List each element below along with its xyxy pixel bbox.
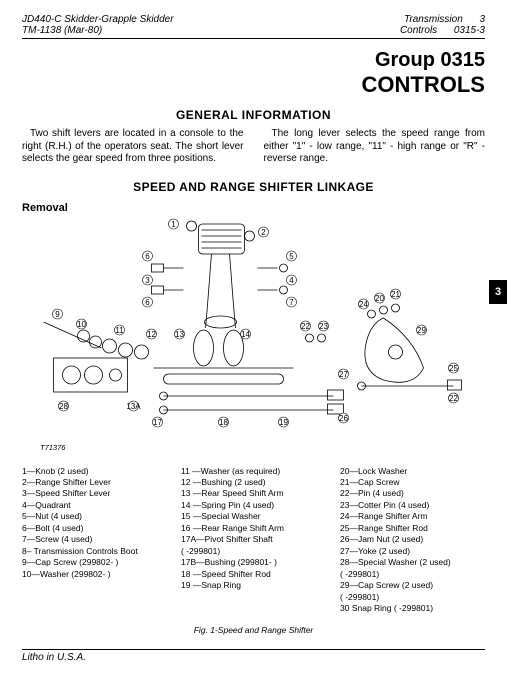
section-title: SPEED AND RANGE SHIFTER LINKAGE <box>22 180 485 194</box>
legend-item: 6—Bolt (4 used) <box>22 523 167 534</box>
legend-item: 10—Washer (299802- ) <box>22 569 167 580</box>
header-section: Transmission <box>404 14 463 25</box>
svg-text:7: 7 <box>289 298 294 307</box>
legend-item: 7—Screw (4 used) <box>22 534 167 545</box>
svg-text:27: 27 <box>339 370 348 379</box>
legend-item: 18 —Speed Shifter Rod <box>181 569 326 580</box>
svg-text:6: 6 <box>145 252 150 261</box>
legend-item: 29—Cap Screw (2 used) <box>340 580 485 591</box>
group-title: CONTROLS <box>22 72 485 98</box>
svg-text:13A: 13A <box>126 402 141 411</box>
legend-item: 1—Knob (2 used) <box>22 466 167 477</box>
svg-text:19: 19 <box>279 418 288 427</box>
legend-item: 2—Range Shifter Lever <box>22 477 167 488</box>
legend-item: 23—Cotter Pin (4 used) <box>340 500 485 511</box>
legend-item: 17B—Bushing (299801- ) <box>181 557 326 568</box>
legend-item: 21—Cap Screw <box>340 477 485 488</box>
legend-item: 13 —Rear Speed Shift Arm <box>181 488 326 499</box>
legend-item: 19 —Snap Ring <box>181 580 326 591</box>
svg-text:22: 22 <box>301 322 310 331</box>
svg-text:9: 9 <box>55 310 60 319</box>
general-info-title: GENERAL INFORMATION <box>22 108 485 122</box>
legend-item: 15 —Special Washer <box>181 511 326 522</box>
diagram-svg: 12 65 34 67 910 1112 1314 2223 2420 2129… <box>22 218 485 458</box>
plate-number: T71376 <box>40 443 65 452</box>
svg-text:23: 23 <box>319 322 328 331</box>
legend-item: 22—Pin (4 used) <box>340 488 485 499</box>
svg-text:18: 18 <box>219 418 228 427</box>
removal-heading: Removal <box>22 202 485 214</box>
legend-item: 3—Speed Shifter Lever <box>22 488 167 499</box>
footer-text: Litho in U.S.A. <box>22 652 485 663</box>
svg-text:13: 13 <box>175 330 184 339</box>
legend-item: 26—Jam Nut (2 used) <box>340 534 485 545</box>
svg-text:3: 3 <box>145 276 150 285</box>
svg-text:6: 6 <box>145 298 150 307</box>
svg-text:25: 25 <box>449 364 458 373</box>
exploded-diagram: 3 <box>22 218 485 458</box>
section-tab: 3 <box>489 280 507 304</box>
footer-rule <box>22 649 485 650</box>
legend-item: 14 —Spring Pin (4 used) <box>181 500 326 511</box>
intro-left: Two shift levers are located in a consol… <box>22 128 244 166</box>
header-subsection: Controls <box>400 25 437 36</box>
legend-item: 28—Special Washer (2 used) <box>340 557 485 568</box>
legend-item: ( -299801) <box>340 592 485 603</box>
svg-text:21: 21 <box>391 290 400 299</box>
header-pagenum: 3 <box>479 14 485 25</box>
svg-text:12: 12 <box>147 330 156 339</box>
legend-item: 9—Cap Screw (299802- ) <box>22 557 167 568</box>
svg-text:5: 5 <box>289 252 294 261</box>
svg-text:2: 2 <box>261 228 266 237</box>
svg-text:11: 11 <box>115 326 124 335</box>
figure-caption: Fig. 1-Speed and Range Shifter <box>22 625 485 635</box>
svg-text:14: 14 <box>241 330 250 339</box>
svg-text:17: 17 <box>153 418 162 427</box>
legend-item: 24—Range Shifter Arm <box>340 511 485 522</box>
legend-item: 25—Range Shifter Rod <box>340 523 485 534</box>
header-product: JD440-C Skidder-Grapple Skidder <box>22 14 174 25</box>
svg-text:4: 4 <box>289 276 294 285</box>
header-manual: TM-1138 (Mar-80) <box>22 25 174 36</box>
svg-text:10: 10 <box>77 320 86 329</box>
legend-item: ( -299801) <box>340 569 485 580</box>
legend-item: 20—Lock Washer <box>340 466 485 477</box>
legend-item: 16 —Rear Range Shift Arm <box>181 523 326 534</box>
legend-item: ( -299801) <box>181 546 326 557</box>
intro-right: The long lever selects the speed range f… <box>264 128 486 166</box>
legend-item: 8– Transmission Controls Boot <box>22 546 167 557</box>
group-number: Group 0315 <box>22 49 485 72</box>
header-pagecode: 0315-3 <box>454 25 485 36</box>
svg-text:1: 1 <box>171 220 176 229</box>
header-rule <box>22 38 485 39</box>
legend-item: 4—Quadrant <box>22 500 167 511</box>
svg-text:20: 20 <box>375 294 384 303</box>
legend-item: 17A—Pivot Shifter Shaft <box>181 534 326 545</box>
svg-text:26: 26 <box>339 414 348 423</box>
legend-item: 27—Yoke (2 used) <box>340 546 485 557</box>
legend-item: 11 —Washer (as required) <box>181 466 326 477</box>
svg-text:22: 22 <box>449 394 458 403</box>
legend-item: 5—Nut (4 used) <box>22 511 167 522</box>
legend-item: 30 Snap Ring ( -299801) <box>340 603 485 614</box>
legend-item: 12 —Bushing (2 used) <box>181 477 326 488</box>
svg-text:28: 28 <box>59 402 68 411</box>
svg-text:29: 29 <box>417 326 426 335</box>
svg-text:24: 24 <box>359 300 368 309</box>
parts-legend: 1—Knob (2 used)2—Range Shifter Lever3—Sp… <box>22 466 485 615</box>
